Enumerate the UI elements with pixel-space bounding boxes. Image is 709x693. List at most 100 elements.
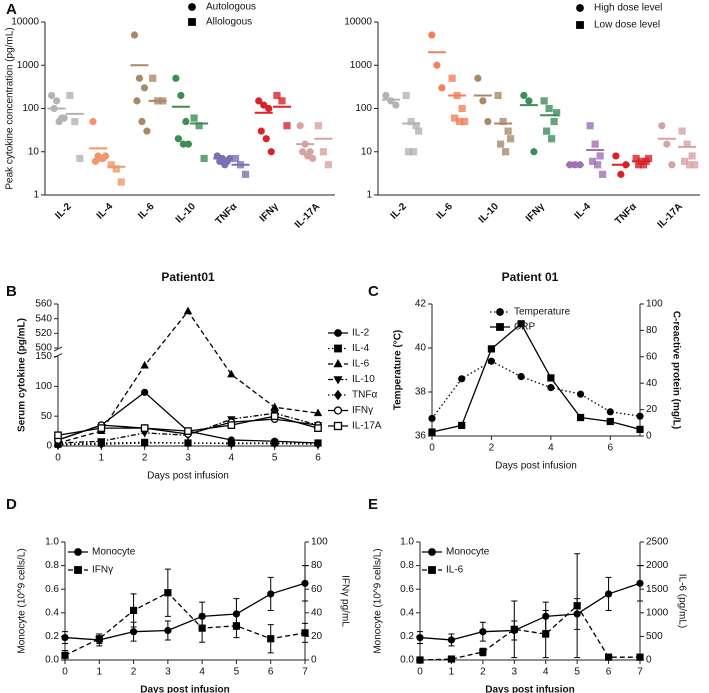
y-tick-label: 10000 — [11, 17, 39, 28]
data-point — [76, 154, 84, 163]
legend-marker — [74, 566, 82, 574]
data-point — [177, 91, 185, 100]
data-point — [141, 388, 149, 396]
x-tick-label: IL-6 — [435, 201, 456, 222]
y2-tick-label: 60 — [646, 351, 658, 362]
data-point — [504, 127, 512, 135]
data-point — [270, 412, 279, 421]
y-tick-label: 0.8 — [400, 560, 414, 571]
x-tick-label: 3 — [165, 667, 171, 678]
y-tick-label: 1000 — [17, 60, 40, 71]
data-point — [262, 135, 270, 143]
data-point — [227, 421, 236, 429]
data-point — [681, 157, 689, 165]
data-point — [267, 590, 275, 598]
data-point — [606, 408, 614, 416]
legend-label: TNFα — [352, 390, 377, 401]
data-point — [140, 360, 149, 369]
data-point — [636, 653, 644, 661]
y-tick-label: 0.0 — [400, 655, 414, 666]
legend-marker — [188, 3, 196, 11]
data-point — [149, 74, 157, 82]
data-point — [636, 579, 644, 587]
data-point — [617, 170, 625, 178]
legend-marker — [333, 358, 343, 368]
x-tick-label: IL-17A — [293, 201, 322, 230]
y2-tick-label: 100 — [646, 299, 663, 310]
y-tick-label: 10000 — [344, 17, 372, 28]
legend-label: IFNγ — [352, 405, 373, 416]
x-tick-label: 6 — [608, 443, 614, 454]
data-point — [221, 161, 229, 169]
data-point — [487, 345, 496, 353]
data-point — [270, 402, 279, 411]
y-axis-label: Monocyte (10^9 cells/L) — [17, 548, 28, 653]
data-point — [198, 624, 206, 632]
data-point — [267, 635, 275, 643]
x-tick-label: 2 — [142, 453, 148, 464]
legend-marker — [496, 323, 504, 331]
data-point — [461, 117, 469, 126]
data-point — [48, 91, 56, 100]
data-point — [604, 653, 613, 661]
data-point — [458, 421, 466, 430]
y2-tick-label: 40 — [311, 607, 323, 618]
data-point — [497, 140, 505, 148]
data-point — [112, 165, 120, 173]
data-point — [640, 161, 648, 169]
data-point — [61, 633, 69, 642]
y-tick-label: 520 — [35, 328, 52, 339]
x-tick-label: 5 — [234, 667, 240, 678]
y-tick-label: 540 — [35, 313, 52, 324]
data-point — [691, 161, 699, 169]
data-point — [484, 117, 492, 126]
data-point — [270, 438, 279, 449]
data-point — [392, 101, 400, 109]
data-point — [479, 628, 487, 636]
data-point — [668, 161, 676, 169]
series-line — [431, 360, 641, 419]
data-point — [227, 438, 236, 449]
data-point — [507, 135, 515, 143]
x-axis-label: Days post infusion — [485, 685, 574, 693]
x-tick-label: 4 — [548, 443, 554, 454]
legend-marker — [188, 18, 196, 26]
data-point — [410, 148, 418, 156]
legend-label: IL-4 — [352, 343, 370, 354]
data-point — [174, 135, 182, 143]
y-tick-label: 0.2 — [400, 631, 414, 642]
x-tick-label: 4 — [543, 667, 549, 678]
data-point — [636, 412, 644, 420]
y-tick-label: 0.0 — [45, 655, 59, 666]
data-point — [299, 148, 307, 156]
data-point — [130, 31, 139, 39]
y2-tick-label: 500 — [646, 631, 663, 642]
data-point — [71, 117, 79, 126]
data-point — [686, 161, 694, 169]
data-point — [257, 127, 265, 135]
data-point — [89, 117, 97, 126]
y-tick-label: 100 — [22, 103, 39, 114]
y-tick-label: 10 — [28, 146, 40, 157]
data-point — [543, 127, 551, 135]
legend-label: Low dose level — [594, 20, 660, 31]
data-point — [301, 629, 309, 637]
data-point — [458, 375, 466, 383]
data-point — [135, 74, 144, 82]
legend-marker — [576, 4, 584, 12]
x-tick-label: IFNγ — [258, 201, 281, 224]
y-axis-label: Temperature (°C) — [393, 330, 404, 411]
legend-label: IFNγ — [92, 565, 113, 576]
data-point — [594, 161, 602, 169]
y-tick-label: 1.0 — [400, 537, 414, 548]
x-tick-label: 2 — [489, 443, 495, 454]
y-axis-label: Peak cytokine concentration (pg/mL) — [5, 27, 16, 189]
x-tick-label: 2 — [131, 667, 137, 678]
data-point — [591, 140, 599, 148]
data-point — [313, 408, 323, 417]
x-tick-label: 7 — [637, 667, 643, 678]
y2-tick-label: 20 — [311, 631, 323, 642]
data-point — [164, 589, 172, 597]
data-point — [314, 424, 322, 432]
x-tick-label: 0 — [55, 453, 61, 464]
